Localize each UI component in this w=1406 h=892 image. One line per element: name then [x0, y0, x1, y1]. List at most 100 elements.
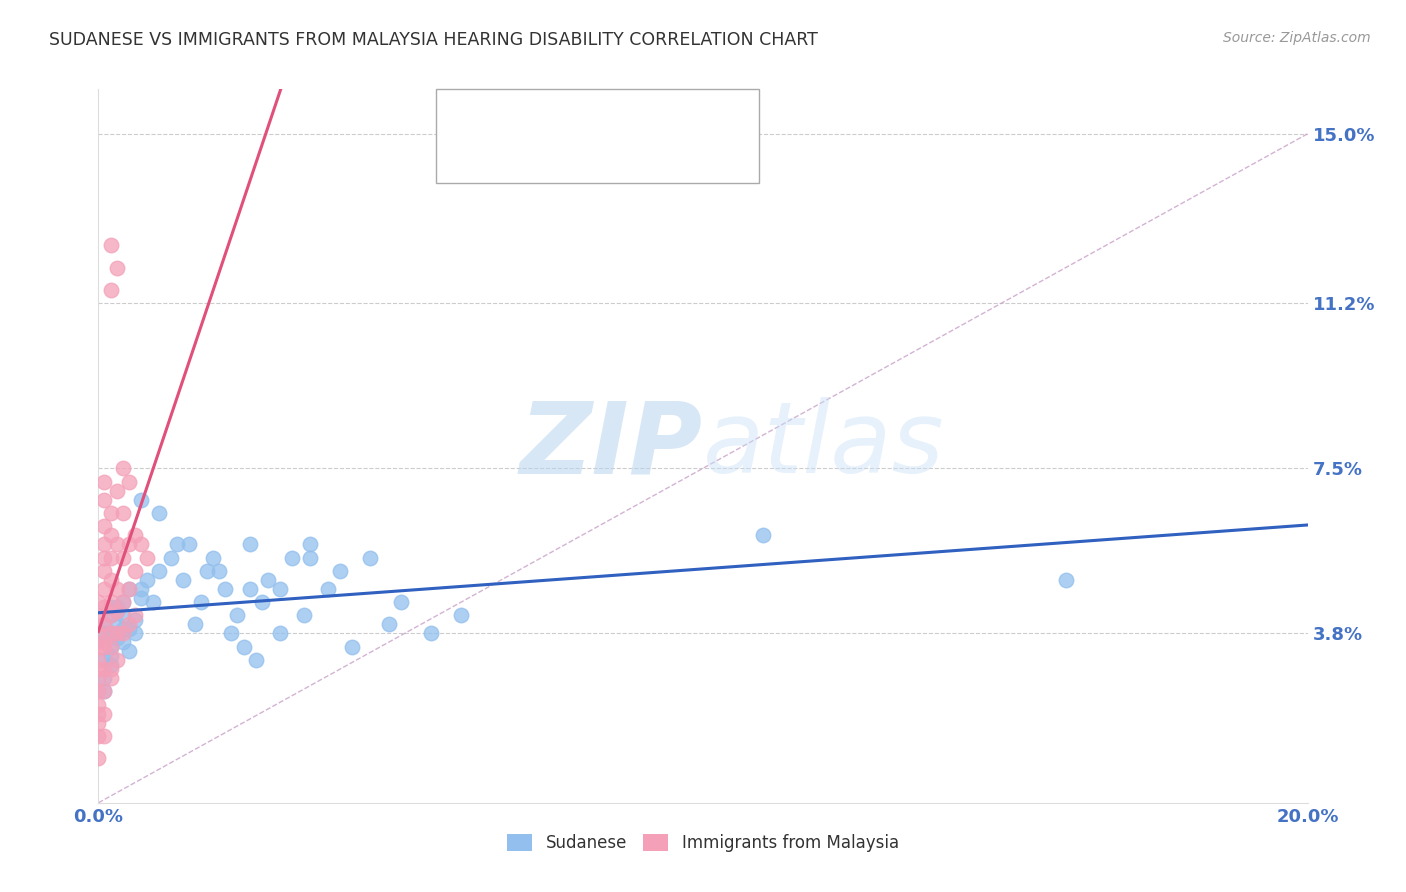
- Point: [105, 599, 128, 614]
- Point: [118, 622, 141, 636]
- Point: [160, 550, 183, 565]
- Point: [118, 644, 141, 658]
- Point: [93, 635, 115, 649]
- Point: [87, 626, 110, 640]
- Point: [105, 604, 128, 618]
- Point: [87, 698, 110, 712]
- Point: [195, 564, 218, 578]
- Point: [118, 582, 141, 596]
- Point: [100, 599, 122, 614]
- Point: [93, 684, 115, 698]
- Point: [87, 653, 110, 667]
- Point: [129, 537, 152, 551]
- Point: [129, 582, 152, 596]
- Text: Source: ZipAtlas.com: Source: ZipAtlas.com: [1223, 31, 1371, 45]
- Point: [124, 564, 146, 578]
- Text: SUDANESE VS IMMIGRANTS FROM MALAYSIA HEARING DISABILITY CORRELATION CHART: SUDANESE VS IMMIGRANTS FROM MALAYSIA HEA…: [49, 31, 818, 49]
- Point: [420, 626, 443, 640]
- Point: [124, 608, 146, 623]
- Point: [111, 550, 134, 565]
- Point: [377, 617, 399, 632]
- Point: [100, 626, 122, 640]
- Point: [105, 617, 128, 632]
- Point: [124, 626, 146, 640]
- Point: [87, 706, 110, 721]
- Point: [93, 492, 115, 507]
- Point: [93, 475, 115, 489]
- Point: [105, 582, 128, 596]
- Point: [93, 519, 115, 533]
- Point: [142, 595, 165, 609]
- Point: [100, 657, 122, 672]
- Point: [87, 684, 110, 698]
- Point: [93, 599, 115, 614]
- Point: [105, 260, 128, 275]
- Point: [100, 238, 122, 252]
- Point: [87, 729, 110, 743]
- Point: [245, 653, 267, 667]
- Point: [208, 564, 231, 578]
- Point: [93, 662, 115, 676]
- Point: [100, 595, 122, 609]
- Point: [124, 613, 146, 627]
- Point: [105, 626, 128, 640]
- Point: [389, 595, 412, 609]
- Point: [281, 550, 304, 565]
- Point: [292, 608, 315, 623]
- Point: [100, 640, 122, 654]
- Point: [93, 684, 115, 698]
- Point: [256, 573, 278, 587]
- Point: [129, 492, 152, 507]
- Point: [179, 537, 201, 551]
- Point: [87, 662, 110, 676]
- Point: [87, 640, 110, 654]
- Point: [111, 608, 134, 623]
- Point: [239, 582, 262, 596]
- Point: [269, 582, 291, 596]
- Point: [118, 475, 141, 489]
- Point: [87, 751, 110, 765]
- Point: [93, 582, 115, 596]
- Point: [299, 537, 322, 551]
- Text: atlas: atlas: [703, 398, 945, 494]
- Point: [316, 582, 339, 596]
- Point: [172, 573, 194, 587]
- Point: [93, 706, 115, 721]
- Point: [1054, 573, 1077, 587]
- Point: [100, 662, 122, 676]
- Point: [100, 550, 122, 565]
- Point: [190, 595, 212, 609]
- Point: [93, 550, 115, 565]
- Point: [269, 626, 291, 640]
- Point: [100, 608, 122, 623]
- Point: [221, 626, 243, 640]
- Point: [111, 626, 134, 640]
- Point: [93, 626, 115, 640]
- Point: [87, 671, 110, 685]
- Point: [100, 608, 122, 623]
- Point: [135, 573, 157, 587]
- Point: [93, 653, 115, 667]
- Point: [329, 564, 352, 578]
- Point: [105, 604, 128, 618]
- Point: [93, 671, 115, 685]
- Point: [202, 550, 225, 565]
- Point: [100, 283, 122, 297]
- Point: [166, 537, 188, 551]
- Point: [93, 729, 115, 743]
- Point: [93, 635, 115, 649]
- Point: [111, 506, 134, 520]
- Point: [111, 595, 134, 609]
- Point: [111, 635, 134, 649]
- Point: [105, 653, 128, 667]
- Point: [360, 550, 382, 565]
- Point: [226, 608, 249, 623]
- Point: [100, 626, 122, 640]
- Point: [111, 461, 134, 475]
- Point: [87, 715, 110, 730]
- Text: R = 0.369   N = 66: R = 0.369 N = 66: [502, 103, 672, 120]
- Point: [239, 537, 262, 551]
- Point: [752, 528, 775, 542]
- Point: [100, 573, 122, 587]
- Point: [214, 582, 236, 596]
